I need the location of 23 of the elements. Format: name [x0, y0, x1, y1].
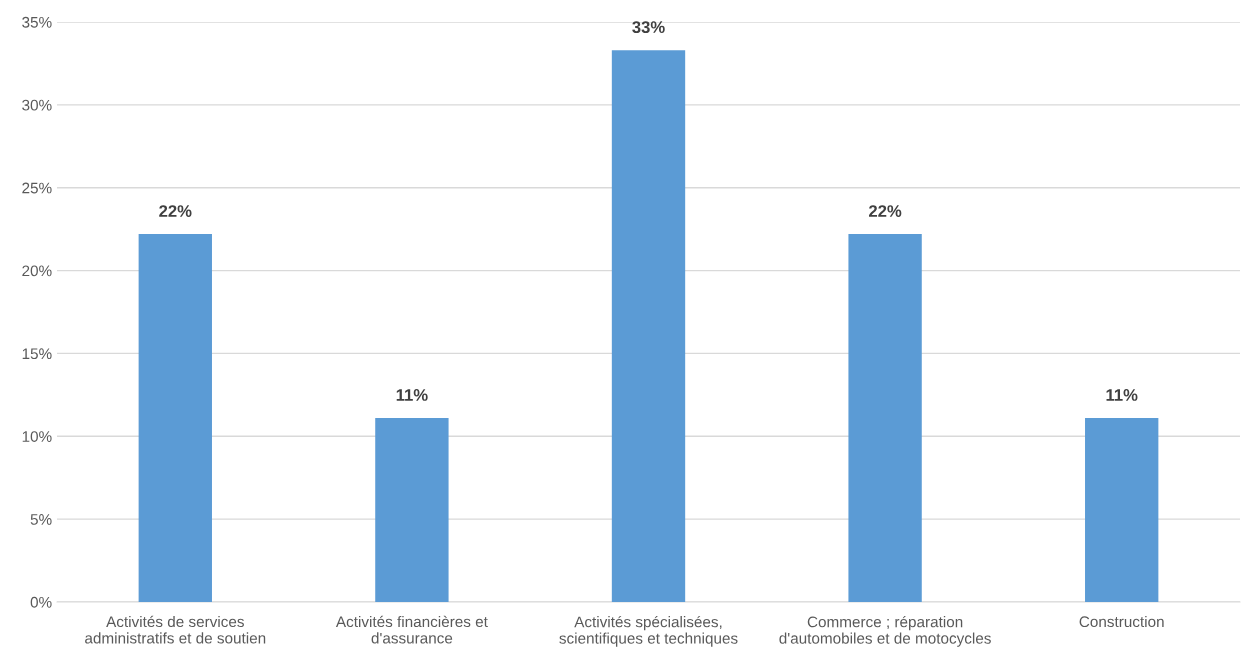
bar — [611, 50, 686, 602]
y-tick-label: 5% — [30, 514, 52, 525]
y-tick-label: 25% — [22, 182, 52, 194]
x-tick-label: Construction — [1079, 615, 1164, 628]
bar — [1085, 418, 1159, 602]
x-tick-label: Activités spécialisées, scientifiques et techniques — [559, 615, 738, 647]
data-label: 11% — [1106, 389, 1138, 401]
y-tick-label: 0% — [30, 596, 52, 608]
data-label: 11% — [396, 389, 428, 401]
y-tick-label: 35% — [22, 16, 52, 28]
bar — [848, 234, 922, 602]
y-tick-label: 15% — [22, 348, 52, 360]
data-label: 22% — [869, 205, 902, 217]
x-tick-label: Commerce ; réparation d'automobiles et de motocycles — [779, 615, 991, 647]
bar — [138, 234, 212, 602]
data-label: 33% — [632, 21, 665, 34]
bar — [375, 418, 449, 602]
y-tick-label: 10% — [22, 431, 52, 442]
y-tick-label: 20% — [22, 265, 52, 277]
x-tick-label: Activités de services administratifs et de soutien — [85, 615, 266, 644]
data-label: 22% — [159, 205, 192, 217]
y-tick-label: 30% — [22, 99, 52, 111]
x-tick-label: Activités financières et d'assurance — [335, 615, 488, 644]
